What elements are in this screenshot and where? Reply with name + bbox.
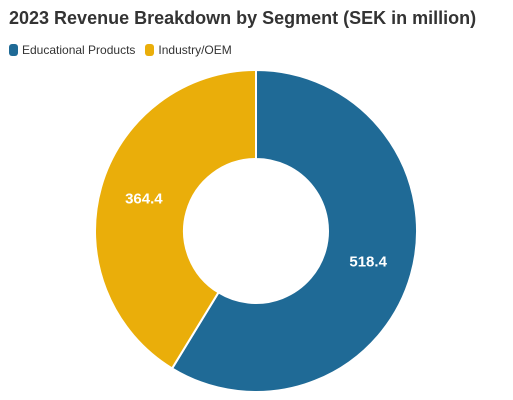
data-label-educational-products: 518.4 [349,253,387,270]
legend-swatch-educational-products [9,44,18,56]
legend-item-educational-products[interactable]: Educational Products [9,43,135,57]
chart-title: 2023 Revenue Breakdown by Segment (SEK i… [9,8,477,28]
slice-educational-products[interactable] [170,68,418,393]
legend-label-educational-products: Educational Products [22,43,136,57]
slice-industry-oem[interactable] [94,68,257,370]
legend-label-industry-oem: Industry/OEM [158,43,232,57]
legend-item-industry-oem[interactable]: Industry/OEM [145,43,232,57]
data-label-industry-oem: 364.4 [125,190,163,207]
legend: Educational Products Industry/OEM [9,43,232,57]
legend-swatch-industry-oem [145,44,155,56]
